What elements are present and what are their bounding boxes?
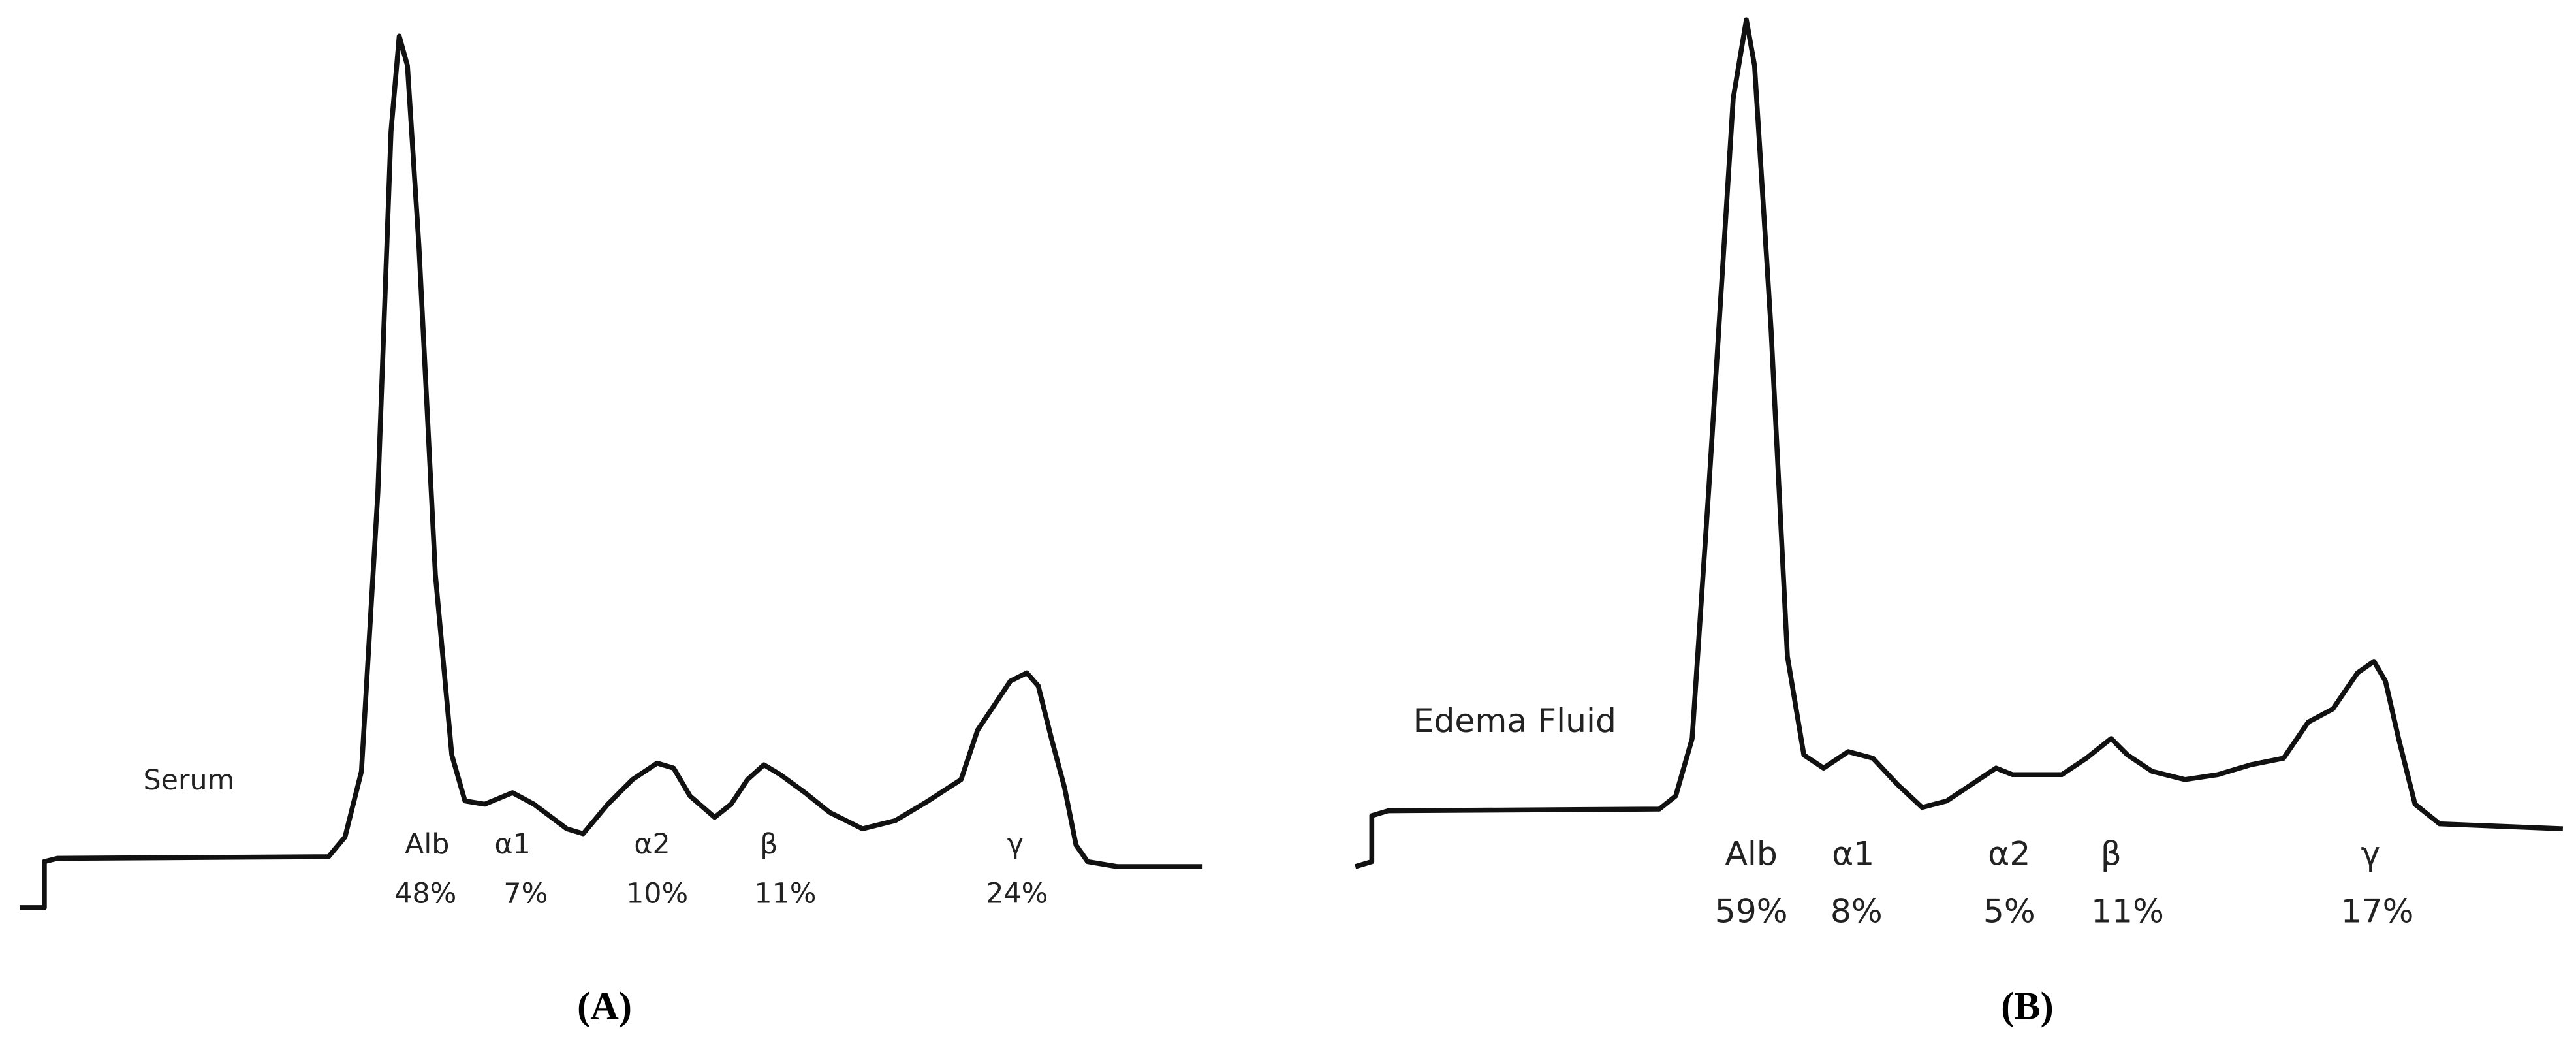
fraction-name: α2 <box>1988 835 2030 873</box>
fraction-percent: 59% <box>1715 891 1788 930</box>
fraction-name: α1 <box>1832 835 1874 873</box>
fraction-name: α2 <box>634 828 670 861</box>
fraction-name: α1 <box>494 828 530 861</box>
fraction-percent: 5% <box>1983 891 2035 930</box>
fraction-name: Alb <box>405 828 449 861</box>
trace-b <box>1355 17 2564 869</box>
fraction-percent: 24% <box>986 877 1048 910</box>
panel-caption: (B) <box>2001 985 2054 1028</box>
fraction-name: β <box>2101 835 2122 873</box>
fraction-percent: 11% <box>2091 891 2164 930</box>
fraction-percent: 10% <box>626 877 688 910</box>
fraction-percent: 7% <box>503 877 548 910</box>
fraction-percent: 48% <box>394 877 456 910</box>
sample-label: Edema Fluid <box>1413 701 1616 740</box>
sample-label: Serum <box>143 764 234 797</box>
fraction-name: γ <box>2361 835 2381 873</box>
fraction-percent: 8% <box>1830 891 1883 930</box>
fraction-name: γ <box>1007 828 1024 861</box>
fraction-name: Alb <box>1725 835 1778 873</box>
fraction-percent: 17% <box>2341 891 2414 930</box>
fraction-name: β <box>760 828 778 861</box>
fraction-percent: 11% <box>754 877 816 910</box>
trace-a <box>20 33 1203 910</box>
panel-caption: (A) <box>577 985 632 1028</box>
